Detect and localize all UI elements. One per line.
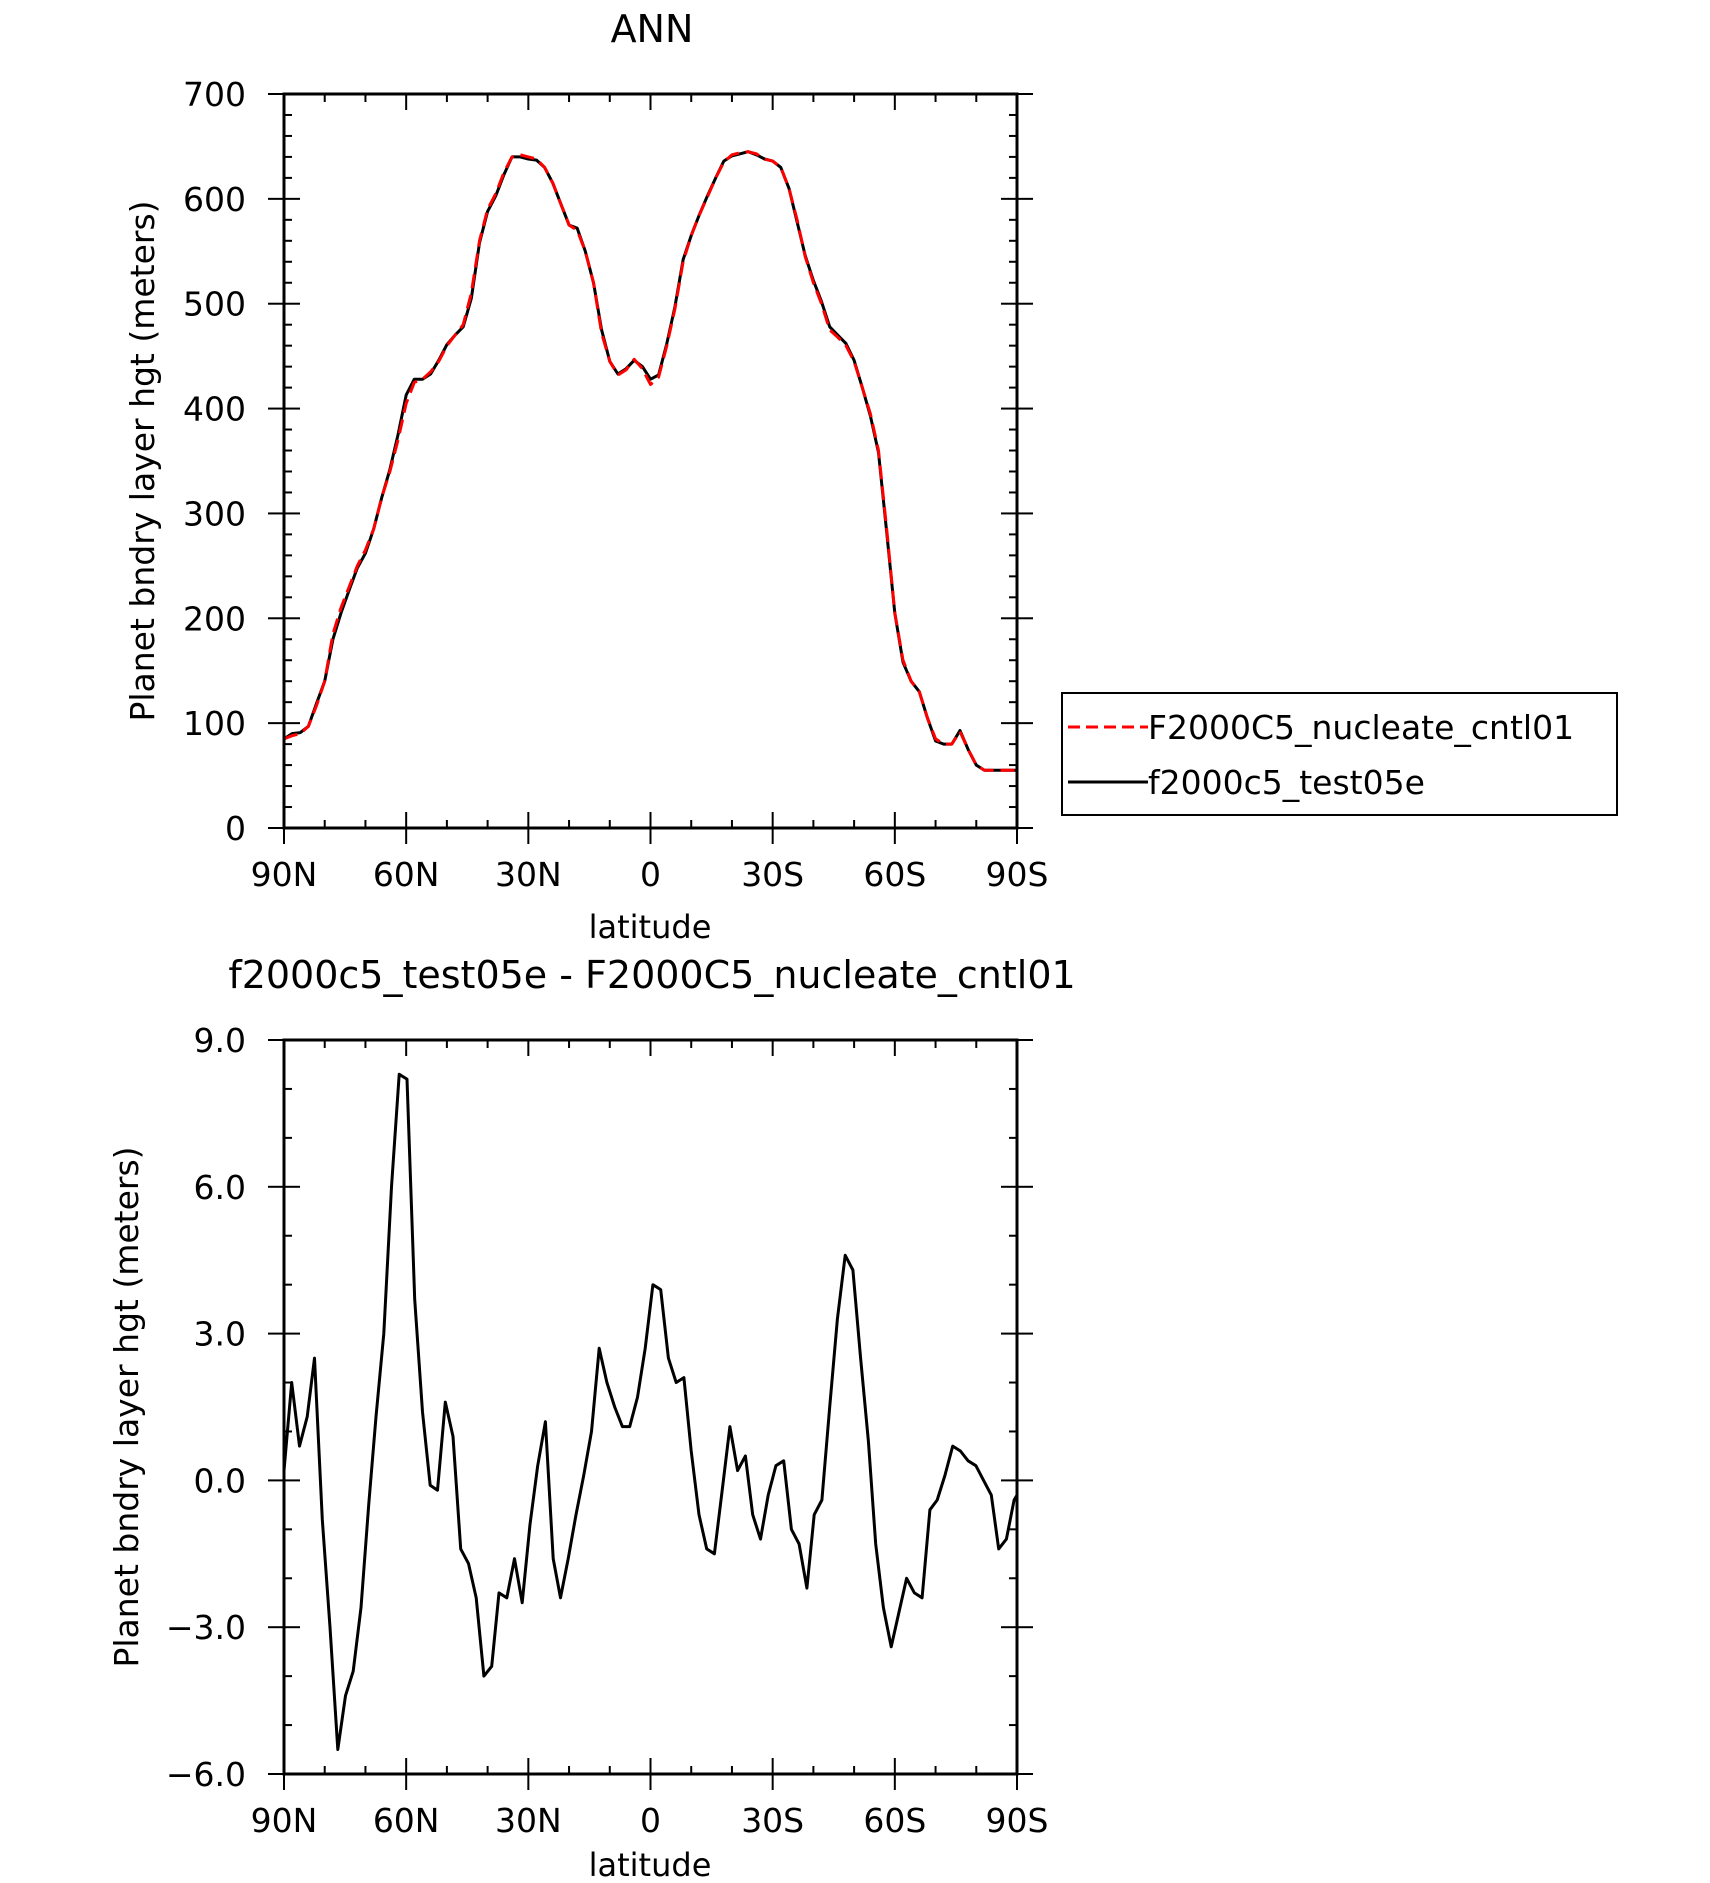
panel1-y-tick-label: −6.0 [166, 1755, 246, 1794]
legend-box [1061, 692, 1618, 816]
panel1-y-tick-label: 9.0 [194, 1021, 246, 1060]
legend: F2000C5_nucleate_cntl01 f2000c5_test05e [1061, 692, 1618, 816]
panel1-y-tick-label: 6.0 [194, 1168, 246, 1207]
panel1-x-tick-label: 90S [986, 1801, 1049, 1840]
bottom-series-group [282, 1072, 1019, 1751]
panel0-series-line-0 [283, 150, 1017, 772]
top-ticks-group: 90N 60N 30N 0 30S 60S 90S 0 100 200 300 400 500 600 70… [183, 75, 1048, 894]
panel1-x-tick-label: 0 [640, 1801, 661, 1840]
panel0-x-tick-label: 90N [251, 855, 318, 894]
panel0-x-tick-label: 30S [741, 855, 804, 894]
panel0-y-tick-label: 0 [225, 809, 246, 848]
legend-label-cntl: F2000C5_nucleate_cntl01 [1148, 708, 1574, 747]
panel1-y-tick-label: 3.0 [194, 1315, 246, 1354]
top-y-axis-label: Planet bndry layer hgt (meters) [123, 200, 162, 721]
panel0-y-tick-label: 400 [183, 390, 246, 429]
bottom-y-axis-label: Planet bndry layer hgt (meters) [107, 1146, 146, 1667]
bottom-chart-title: f2000c5_test05e - F2000C5_nucleate_cntl0… [228, 953, 1075, 997]
top-series-group [283, 150, 1017, 772]
panel1-x-tick-label: 90N [251, 1801, 318, 1840]
panel1-x-tick-label: 30S [741, 1801, 804, 1840]
bottom-panel: f2000c5_test05e - F2000C5_nucleate_cntl0… [107, 953, 1076, 1883]
panel1-y-tick-label: 0.0 [194, 1461, 246, 1500]
bottom-ticks-group: 90N 60N 30N 0 30S 60S 90S −6.0 −3.0 0.0 3.0 6.0 9.0 [166, 1021, 1049, 1840]
legend-label-test: f2000c5_test05e [1148, 763, 1425, 802]
panel0-x-tick-label: 0 [640, 855, 661, 894]
panel1-x-tick-label: 60S [863, 1801, 926, 1840]
top-panel: ANN 90N 60N 30N 0 30S 60S 90S 0 100 200 300 400 500 6… [123, 7, 1618, 946]
top-x-axis-label: latitude [589, 908, 712, 946]
panel1-x-tick-label: 30N [495, 1801, 562, 1840]
panel0-x-tick-label: 30N [495, 855, 562, 894]
panel0-y-tick-label: 500 [183, 285, 246, 324]
panel0-x-tick-label: 90S [986, 855, 1049, 894]
top-chart-title: ANN [611, 7, 694, 51]
panel1-x-tick-label: 60N [373, 1801, 440, 1840]
panel1-series-line-0 [282, 1072, 1019, 1751]
panel0-y-tick-label: 100 [183, 704, 246, 743]
panel0-y-tick-label: 700 [183, 75, 246, 114]
panel1-y-tick-label: −3.0 [166, 1608, 246, 1647]
panel0-y-tick-label: 300 [183, 494, 246, 533]
panel0-x-tick-label: 60S [863, 855, 926, 894]
panel0-x-tick-label: 60N [373, 855, 440, 894]
panel0-y-tick-label: 600 [183, 180, 246, 219]
panel0-y-tick-label: 200 [183, 599, 246, 638]
bottom-x-axis-label: latitude [589, 1846, 712, 1883]
